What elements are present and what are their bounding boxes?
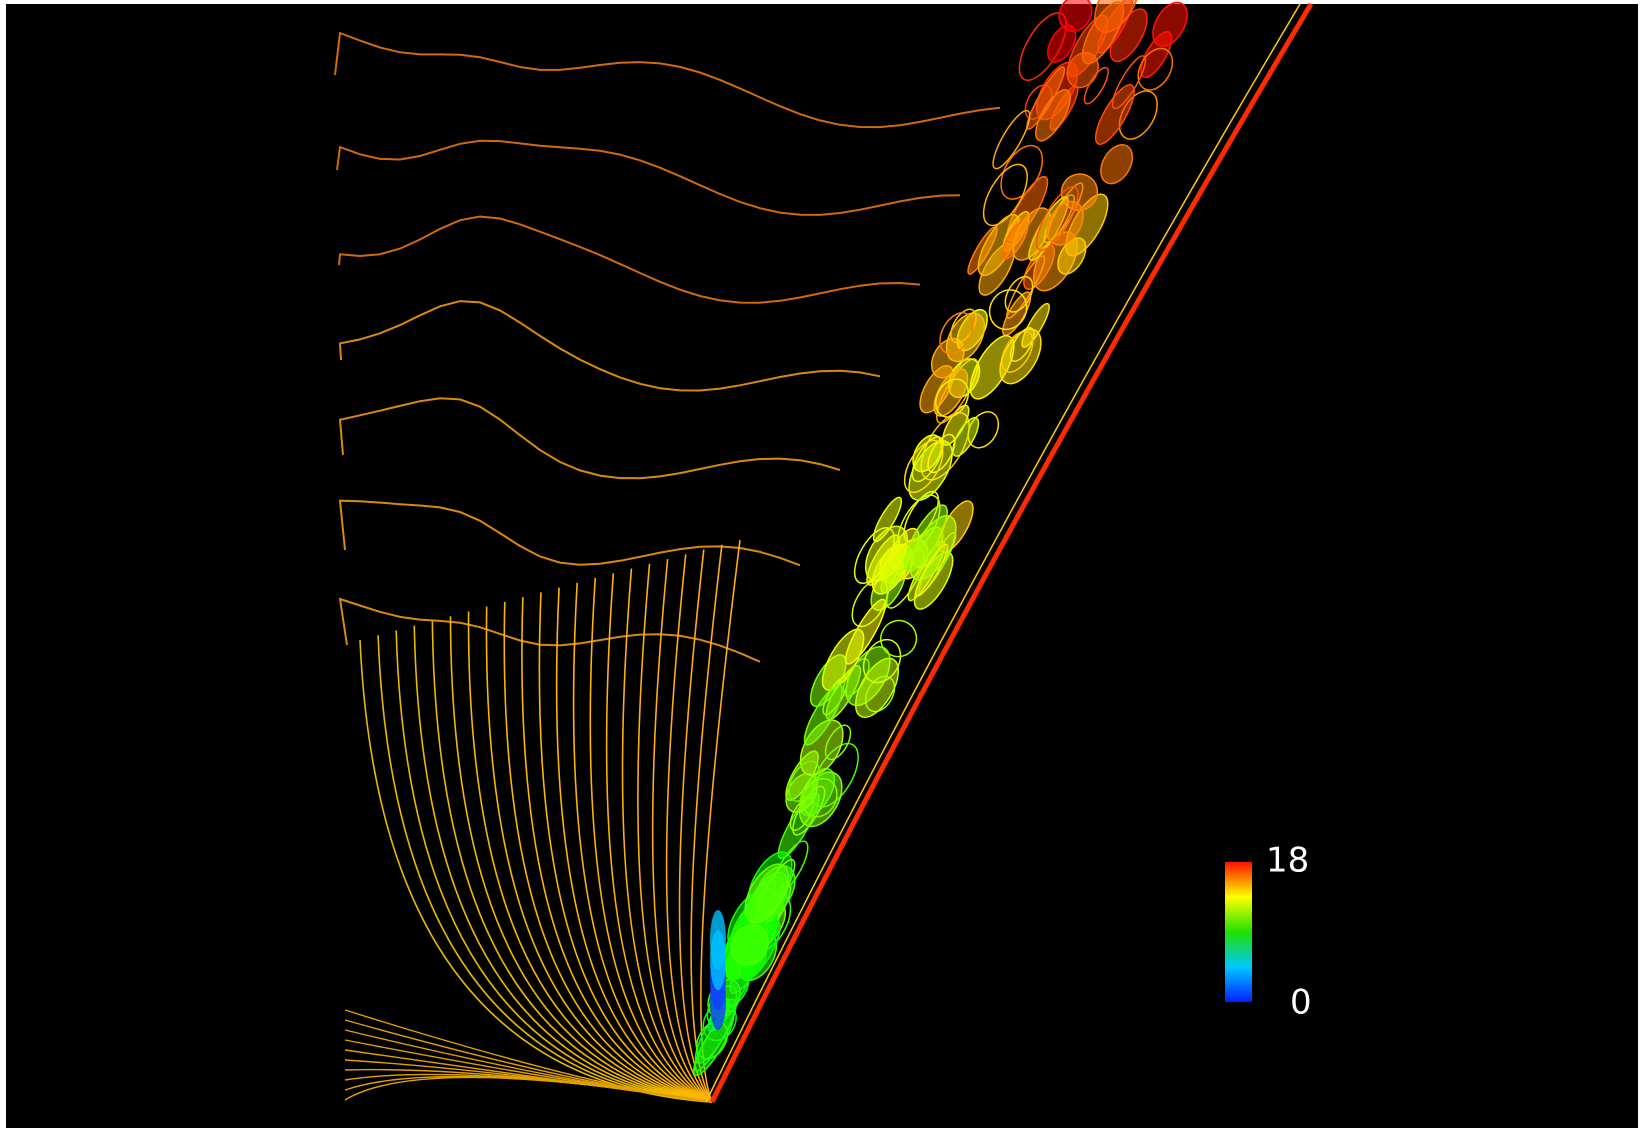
- contour-blob: [933, 368, 969, 417]
- contour-line: [589, 578, 713, 1103]
- contour-blob: [821, 628, 865, 691]
- contour-line: [344, 1076, 713, 1103]
- contour-blob: [1152, 1, 1188, 47]
- contour-line: [651, 558, 713, 1103]
- contour-blob: [909, 515, 957, 581]
- contour-blob: [945, 312, 986, 363]
- contour-blob: [744, 863, 790, 924]
- contour-blob: [939, 312, 974, 355]
- contour-lines: [334, 0, 1188, 1103]
- contour-line: [338, 300, 881, 392]
- contour-blob: [1137, 47, 1174, 91]
- colorbar: [1225, 862, 1252, 1002]
- contour-line: [485, 606, 713, 1103]
- contour-line: [572, 582, 713, 1103]
- contour-line: [395, 630, 713, 1103]
- contour-blob: [798, 771, 843, 828]
- contour-blob: [1094, 83, 1135, 146]
- contour-blob: [1094, 0, 1140, 34]
- contour-blob: [1002, 291, 1032, 337]
- contour-line: [413, 625, 713, 1103]
- contour-blob: [854, 657, 900, 719]
- contour-blob: [915, 543, 949, 597]
- contour-blob: [862, 638, 902, 684]
- contour-blob: [982, 163, 1028, 227]
- contour-line: [338, 215, 921, 304]
- contour-blob: [908, 440, 953, 501]
- contour-blob: [999, 328, 1042, 385]
- contour-blob: [1083, 66, 1109, 105]
- plot-background: [6, 4, 1638, 1128]
- contour-blob: [1046, 200, 1084, 246]
- contour-line: [555, 587, 713, 1103]
- contour-blob: [864, 525, 909, 582]
- contour-blob: [730, 924, 769, 966]
- contour-blob: [710, 910, 726, 970]
- contour-blob: [824, 724, 852, 761]
- contour-blob: [927, 433, 956, 474]
- shock-line: [705, 3, 1301, 1103]
- contour-blob: [1004, 275, 1034, 313]
- contour-line: [538, 592, 713, 1103]
- contour-line: [621, 568, 713, 1103]
- contour-blob: [1058, 0, 1093, 32]
- colorbar-max-label: 18: [1266, 841, 1309, 881]
- contour-blob: [803, 684, 844, 746]
- contour-line: [449, 616, 713, 1103]
- colorbar-min-label: 0: [1290, 983, 1312, 1023]
- contour-blob: [988, 289, 1028, 331]
- contour-line: [334, 31, 1001, 129]
- contour-line: [431, 620, 713, 1103]
- contour-line: [521, 597, 713, 1103]
- contour-blob: [1035, 89, 1071, 142]
- contour-line: [338, 499, 801, 567]
- contour-line: [637, 563, 713, 1103]
- contour-blob: [992, 109, 1031, 170]
- contour-blob: [880, 619, 918, 658]
- contour-line: [605, 573, 713, 1103]
- contour-line: [700, 539, 741, 1103]
- contour-blob: [903, 439, 944, 494]
- contour-line: [377, 635, 713, 1103]
- contour-blob: [1057, 237, 1087, 275]
- shock-line: [709, 2, 1314, 1104]
- contour-blob: [934, 378, 970, 418]
- contour-blob: [1100, 144, 1134, 185]
- contour-blob: [951, 416, 980, 457]
- contour-line: [467, 611, 713, 1103]
- contour-line: [338, 397, 841, 480]
- contour-line: [336, 139, 961, 216]
- contour-line: [503, 601, 713, 1103]
- contour-blob: [1111, 55, 1147, 110]
